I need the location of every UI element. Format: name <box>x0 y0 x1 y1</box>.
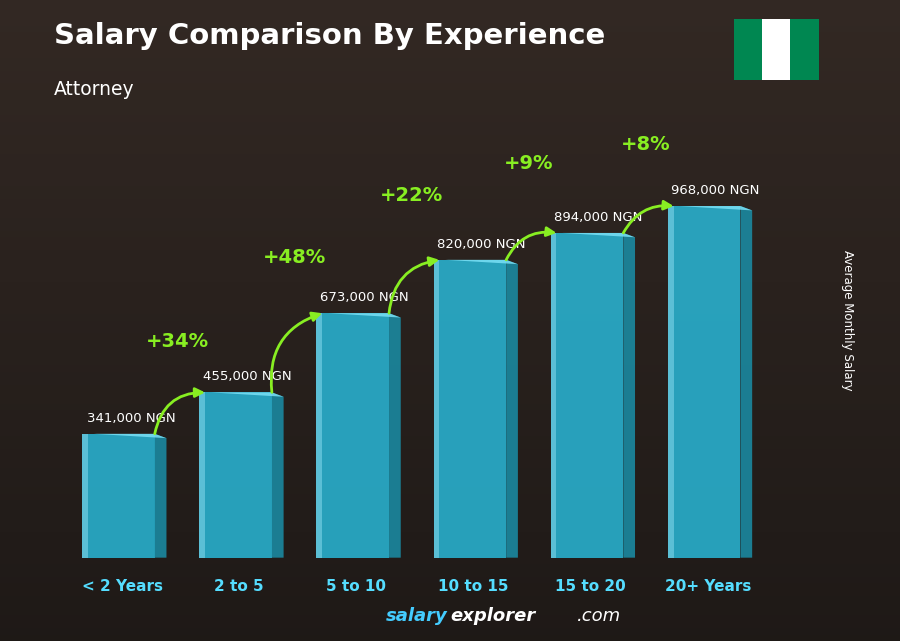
Text: .com: .com <box>577 607 621 625</box>
Text: +8%: +8% <box>621 135 670 154</box>
Polygon shape <box>155 434 166 558</box>
Text: salary: salary <box>385 607 447 625</box>
Polygon shape <box>551 233 635 237</box>
Text: +9%: +9% <box>504 154 554 172</box>
Text: 20+ Years: 20+ Years <box>664 579 751 594</box>
Polygon shape <box>668 206 741 558</box>
Polygon shape <box>317 313 400 317</box>
Polygon shape <box>434 260 518 264</box>
Polygon shape <box>82 434 88 558</box>
Text: +48%: +48% <box>263 248 326 267</box>
Polygon shape <box>668 206 752 210</box>
Bar <box>790 19 819 80</box>
Bar <box>734 19 762 80</box>
Polygon shape <box>199 392 272 558</box>
Polygon shape <box>389 313 400 558</box>
Polygon shape <box>551 233 624 558</box>
Polygon shape <box>317 313 389 558</box>
Polygon shape <box>506 260 518 558</box>
Text: 2 to 5: 2 to 5 <box>214 579 264 594</box>
Polygon shape <box>82 434 155 558</box>
Polygon shape <box>551 233 556 558</box>
Text: +22%: +22% <box>380 187 443 205</box>
Text: 820,000 NGN: 820,000 NGN <box>437 238 526 251</box>
Text: explorer: explorer <box>450 607 536 625</box>
Polygon shape <box>434 260 439 558</box>
Polygon shape <box>668 206 673 558</box>
FancyArrowPatch shape <box>271 313 320 392</box>
Text: 5 to 10: 5 to 10 <box>327 579 386 594</box>
Bar <box>762 19 790 80</box>
Text: Salary Comparison By Experience: Salary Comparison By Experience <box>54 22 605 51</box>
Text: 673,000 NGN: 673,000 NGN <box>320 291 409 304</box>
Polygon shape <box>199 392 205 558</box>
Text: 455,000 NGN: 455,000 NGN <box>202 370 292 383</box>
Polygon shape <box>82 434 166 438</box>
Polygon shape <box>624 233 635 558</box>
Text: 968,000 NGN: 968,000 NGN <box>671 184 760 197</box>
Text: 341,000 NGN: 341,000 NGN <box>86 412 176 425</box>
Polygon shape <box>741 206 752 558</box>
Polygon shape <box>434 260 506 558</box>
FancyArrowPatch shape <box>624 201 670 233</box>
Text: < 2 Years: < 2 Years <box>82 579 163 594</box>
Text: 15 to 20: 15 to 20 <box>555 579 626 594</box>
Polygon shape <box>317 313 322 558</box>
Polygon shape <box>199 392 284 397</box>
FancyArrowPatch shape <box>506 228 554 260</box>
Text: +34%: +34% <box>146 331 209 351</box>
Text: 10 to 15: 10 to 15 <box>438 579 508 594</box>
FancyArrowPatch shape <box>155 388 202 434</box>
Polygon shape <box>272 392 284 558</box>
Text: 894,000 NGN: 894,000 NGN <box>554 211 643 224</box>
FancyArrowPatch shape <box>389 258 436 313</box>
Text: Average Monthly Salary: Average Monthly Salary <box>842 250 854 391</box>
Text: Attorney: Attorney <box>54 80 135 99</box>
